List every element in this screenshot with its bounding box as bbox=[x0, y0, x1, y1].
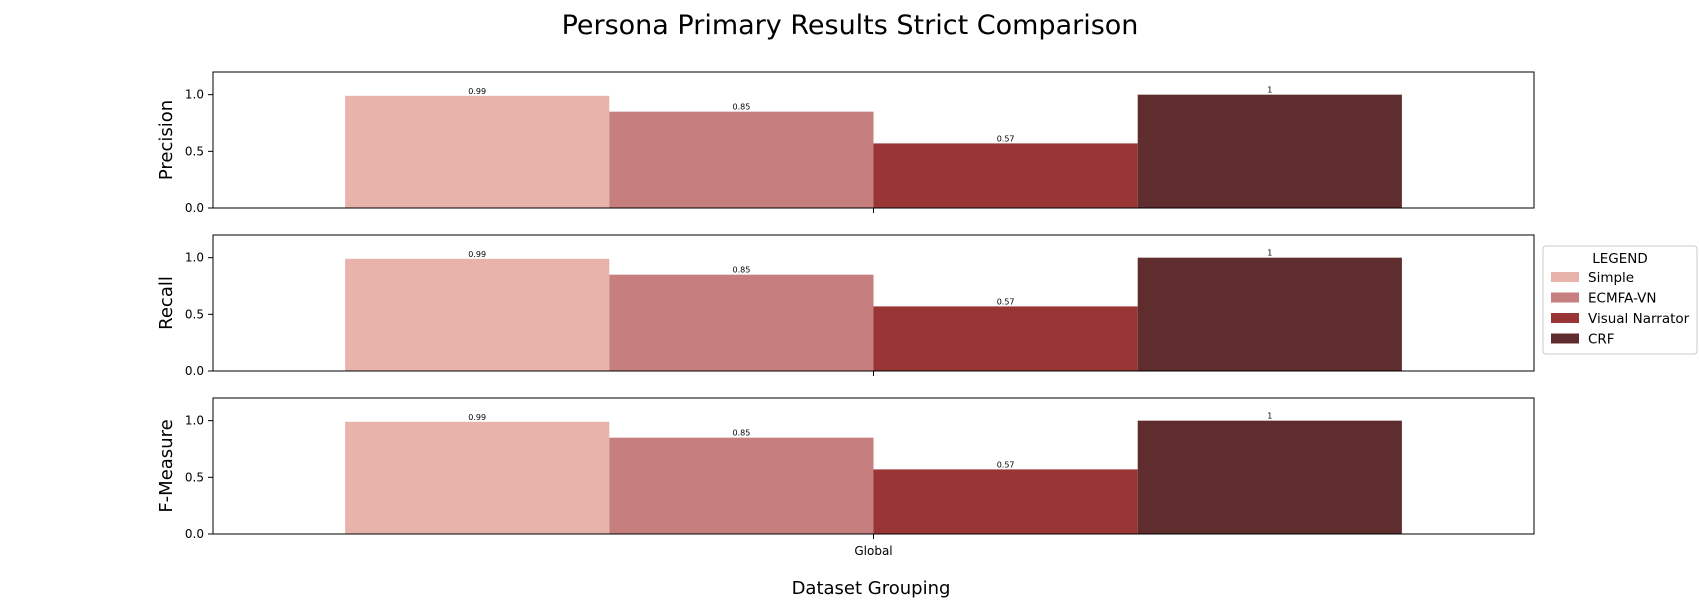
bar-recall-visual-narrator bbox=[873, 306, 1138, 371]
bar-recall-ecmfa-vn bbox=[609, 274, 874, 371]
y-tick-label-recall: 1.0 bbox=[185, 251, 204, 265]
legend-swatch-visual-narrator bbox=[1551, 313, 1579, 323]
y-axis-title-recall: Recall bbox=[156, 276, 177, 330]
bar-label-precision-crf: 1 bbox=[1267, 86, 1272, 95]
y-tick-label-precision: 0.5 bbox=[185, 144, 204, 158]
axes-frame-f-measure bbox=[212, 397, 1535, 535]
bar-f-measure-simple bbox=[345, 421, 610, 534]
y-tick-label-f-measure: 1.0 bbox=[185, 414, 204, 428]
panel-f-measure: 0.99 0.85 0.57 1 Global 0.0 0.5 1.0 F-Measure bbox=[156, 397, 1535, 558]
bar-precision-crf bbox=[1137, 94, 1402, 208]
y-tick-label-f-measure: 0.0 bbox=[185, 527, 204, 541]
axes-frame-precision bbox=[212, 71, 1535, 209]
bar-label-recall-crf: 1 bbox=[1267, 249, 1272, 258]
legend: LEGEND Simple ECMFA-VN Visual Narrator CRF bbox=[1542, 245, 1698, 355]
y-tick-label-f-measure: 0.5 bbox=[185, 470, 204, 484]
bar-precision-ecmfa-vn bbox=[609, 111, 874, 208]
legend-swatch-simple bbox=[1551, 272, 1579, 282]
y-tick-label-recall: 0.0 bbox=[185, 364, 204, 378]
panel-recall: 0.99 0.85 0.57 1 0.0 0.5 1.0 Recall bbox=[156, 234, 1535, 378]
bar-label-f-measure-simple: 0.99 bbox=[468, 413, 486, 422]
bar-precision-visual-narrator bbox=[873, 143, 1138, 208]
legend-label-crf: CRF bbox=[1588, 332, 1615, 348]
bar-label-precision-ecmfa-vn: 0.85 bbox=[732, 103, 750, 112]
bar-f-measure-visual-narrator bbox=[873, 469, 1138, 534]
y-tick-label-recall: 0.5 bbox=[185, 307, 204, 321]
panel-precision: 0.99 0.85 0.57 1 0.0 0.5 1.0 Precision bbox=[156, 71, 1535, 215]
axes-frame-recall bbox=[212, 234, 1535, 372]
bar-label-precision-simple: 0.99 bbox=[468, 87, 486, 96]
bar-label-recall-ecmfa-vn: 0.85 bbox=[732, 266, 750, 275]
legend-title: LEGEND bbox=[1592, 251, 1648, 267]
bar-label-recall-visual-narrator: 0.57 bbox=[997, 297, 1015, 306]
legend-swatch-crf bbox=[1551, 333, 1579, 344]
bar-f-measure-ecmfa-vn bbox=[609, 437, 874, 534]
bar-recall-crf bbox=[1137, 257, 1402, 371]
legend-label-visual-narrator: Visual Narrator bbox=[1588, 311, 1690, 327]
legend-label-ecmfa-vn: ECMFA-VN bbox=[1588, 291, 1656, 307]
legend-swatch-ecmfa-vn bbox=[1551, 292, 1579, 303]
legend-box bbox=[1542, 245, 1698, 355]
bar-f-measure-crf bbox=[1137, 420, 1402, 534]
x-axis-title: Dataset Grouping bbox=[792, 578, 951, 599]
y-axis-title-precision: Precision bbox=[156, 100, 177, 180]
chart-panels: 0.990.850.5710.00.51.0Precision0.990.850… bbox=[156, 71, 1535, 558]
bar-precision-simple bbox=[345, 95, 610, 208]
bar-label-f-measure-crf: 1 bbox=[1267, 412, 1272, 421]
legend-label-simple: Simple bbox=[1588, 270, 1634, 286]
bar-label-f-measure-visual-narrator: 0.57 bbox=[997, 460, 1015, 469]
bar-label-f-measure-ecmfa-vn: 0.85 bbox=[732, 429, 750, 438]
bar-label-recall-simple: 0.99 bbox=[468, 250, 486, 259]
bar-label-precision-visual-narrator: 0.57 bbox=[997, 134, 1015, 143]
x-tick-label: Global bbox=[854, 544, 892, 558]
bar-recall-simple bbox=[345, 258, 610, 371]
y-tick-label-precision: 1.0 bbox=[185, 88, 204, 102]
y-axis-title-f-measure: F-Measure bbox=[156, 419, 177, 512]
y-tick-label-precision: 0.0 bbox=[185, 201, 204, 215]
chart-title: Persona Primary Results Strict Compariso… bbox=[562, 10, 1139, 41]
